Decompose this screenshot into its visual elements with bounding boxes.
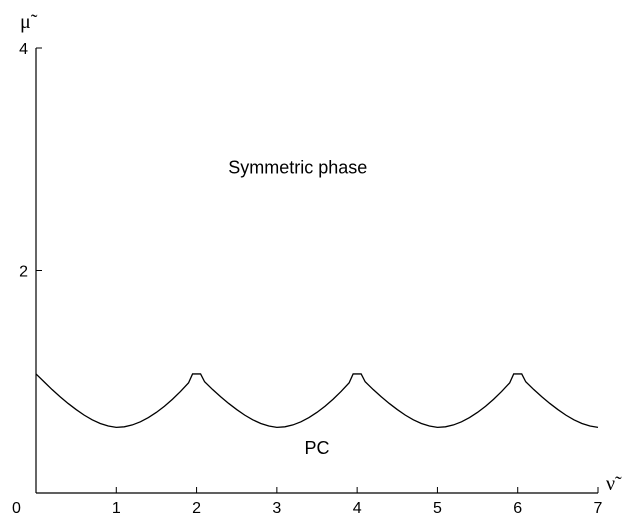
y-tick-label: 2 (19, 264, 28, 281)
y-tick-label: 4 (19, 41, 28, 58)
x-tick-label: 1 (112, 500, 121, 517)
x-axis-label: ν̃ (606, 473, 622, 495)
y-ticks: 24 (19, 41, 42, 281)
symmetric-phase-label: Symmetric phase (228, 158, 367, 178)
x-tick-label: 5 (433, 500, 442, 517)
pc-region-label: PC (304, 438, 329, 458)
x-tick-label: 7 (594, 500, 603, 517)
x-tick-label: 3 (272, 500, 281, 517)
x-tick-label: 2 (192, 500, 201, 517)
x-tick-label: 4 (353, 500, 362, 517)
x-ticks: 1 2 3 4 5 6 7 (112, 487, 603, 517)
origin-tick-label: 0 (12, 500, 21, 517)
x-tick-label: 6 (513, 500, 522, 517)
phase-boundary-line (35, 373, 599, 429)
y-axis-label: μ̃ (20, 11, 38, 33)
